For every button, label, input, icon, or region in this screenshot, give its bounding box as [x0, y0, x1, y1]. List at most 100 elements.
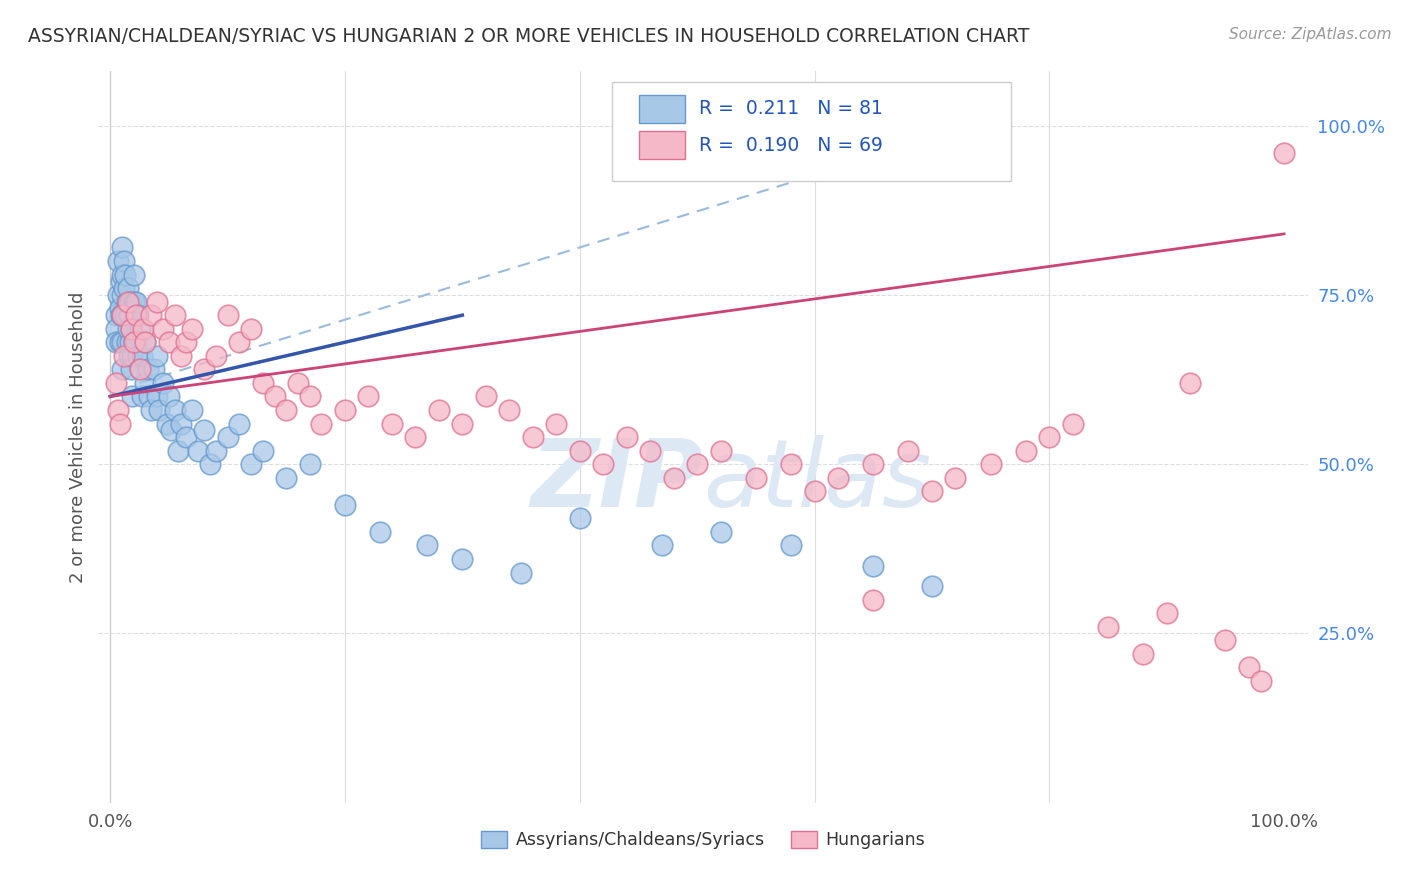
- Point: [163, 403, 186, 417]
- Point: [169, 349, 191, 363]
- Point: [146, 389, 169, 403]
- Point: [117, 281, 139, 295]
- Point: [105, 335, 128, 350]
- Point: [217, 308, 239, 322]
- Point: [128, 362, 150, 376]
- Point: [157, 335, 180, 350]
- Point: [111, 240, 134, 254]
- Point: [311, 417, 333, 431]
- Point: [111, 268, 134, 282]
- Point: [120, 294, 142, 309]
- Point: [827, 471, 849, 485]
- Point: [780, 457, 803, 471]
- Point: [111, 308, 134, 322]
- Point: [115, 294, 138, 309]
- Text: R =  0.190   N = 69: R = 0.190 N = 69: [699, 136, 883, 154]
- Point: [416, 538, 439, 552]
- Text: ZIP: ZIP: [530, 435, 703, 527]
- Point: [1038, 430, 1060, 444]
- Point: [921, 484, 943, 499]
- Point: [108, 335, 131, 350]
- Point: [132, 322, 155, 336]
- Point: [128, 322, 150, 336]
- Point: [152, 376, 174, 390]
- Point: [122, 335, 145, 350]
- Point: [1272, 145, 1295, 160]
- Point: [568, 443, 591, 458]
- Point: [1237, 660, 1260, 674]
- Point: [112, 281, 135, 295]
- Point: [146, 294, 169, 309]
- Point: [298, 457, 321, 471]
- Point: [176, 430, 198, 444]
- Legend: Assyrians/Chaldeans/Syriacs, Hungarians: Assyrians/Chaldeans/Syriacs, Hungarians: [474, 823, 932, 856]
- Point: [121, 349, 143, 363]
- Point: [427, 403, 450, 417]
- Point: [686, 457, 709, 471]
- FancyBboxPatch shape: [613, 82, 1011, 181]
- Point: [252, 443, 274, 458]
- Point: [522, 430, 544, 444]
- Point: [862, 457, 884, 471]
- Point: [1062, 417, 1084, 431]
- Point: [120, 322, 142, 336]
- Point: [131, 349, 153, 363]
- Point: [112, 254, 135, 268]
- Point: [117, 322, 139, 336]
- Point: [105, 322, 128, 336]
- Text: ASSYRIAN/CHALDEAN/SYRIAC VS HUNGARIAN 2 OR MORE VEHICLES IN HOUSEHOLD CORRELATIO: ASSYRIAN/CHALDEAN/SYRIAC VS HUNGARIAN 2 …: [28, 27, 1029, 45]
- Point: [111, 362, 134, 376]
- Text: Source: ZipAtlas.com: Source: ZipAtlas.com: [1229, 27, 1392, 42]
- Point: [217, 430, 239, 444]
- Point: [108, 417, 131, 431]
- Point: [263, 389, 285, 403]
- Point: [638, 443, 661, 458]
- Point: [142, 362, 165, 376]
- Point: [120, 362, 142, 376]
- Point: [131, 389, 153, 403]
- Point: [228, 417, 250, 431]
- Point: [110, 274, 132, 288]
- Point: [945, 471, 967, 485]
- Point: [134, 376, 156, 390]
- Point: [193, 362, 215, 376]
- Point: [780, 538, 803, 552]
- Point: [710, 524, 733, 539]
- Point: [287, 376, 309, 390]
- Point: [546, 417, 568, 431]
- Point: [125, 294, 148, 309]
- Point: [404, 430, 426, 444]
- Point: [510, 566, 533, 580]
- Point: [381, 417, 404, 431]
- Point: [745, 471, 768, 485]
- Point: [108, 301, 131, 316]
- Point: [127, 308, 149, 322]
- Point: [240, 322, 263, 336]
- Point: [193, 423, 215, 437]
- Point: [803, 484, 825, 499]
- Point: [107, 254, 129, 268]
- Point: [148, 403, 170, 417]
- Point: [921, 579, 943, 593]
- Point: [1156, 606, 1178, 620]
- Point: [114, 268, 136, 282]
- Point: [157, 389, 180, 403]
- Point: [136, 362, 159, 376]
- Point: [111, 288, 134, 302]
- Point: [862, 592, 884, 607]
- Point: [160, 423, 183, 437]
- Point: [111, 308, 134, 322]
- FancyBboxPatch shape: [638, 131, 685, 159]
- Point: [357, 389, 380, 403]
- Point: [710, 443, 733, 458]
- Point: [125, 308, 148, 322]
- Point: [107, 288, 129, 302]
- Point: [651, 538, 673, 552]
- Point: [240, 457, 263, 471]
- Point: [187, 443, 209, 458]
- Point: [110, 308, 132, 322]
- Point: [134, 335, 156, 350]
- Point: [115, 335, 138, 350]
- Point: [451, 417, 474, 431]
- Point: [146, 349, 169, 363]
